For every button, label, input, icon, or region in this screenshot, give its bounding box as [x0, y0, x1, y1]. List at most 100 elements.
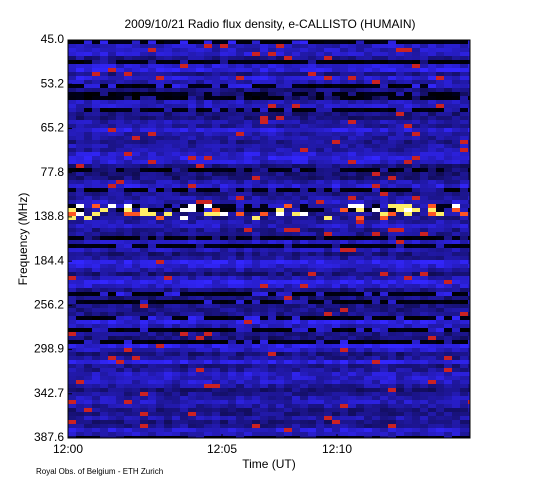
spectrogram-cell: [412, 336, 420, 340]
spectrogram-cell: [300, 112, 308, 116]
spectrogram-cell: [76, 152, 84, 156]
spectrogram-cell: [124, 424, 132, 428]
spectrogram-cell: [212, 76, 220, 80]
spectrogram-cell: [404, 60, 412, 64]
spectrogram-cell: [324, 212, 332, 216]
spectrogram-cell: [204, 116, 212, 120]
spectrogram-cell: [420, 256, 428, 260]
spectrogram-cell: [220, 276, 228, 280]
spectrogram-cell: [132, 60, 140, 64]
spectrogram-cell: [372, 428, 380, 432]
spectrogram-cell: [84, 280, 92, 284]
spectrogram-cell: [252, 380, 260, 384]
spectrogram-cell: [268, 116, 276, 120]
spectrogram-cell: [132, 316, 140, 320]
spectrogram-cell: [68, 224, 76, 228]
spectrogram-cell: [244, 164, 252, 168]
spectrogram-cell: [108, 100, 116, 104]
spectrogram-cell: [284, 140, 292, 144]
spectrogram-cell: [412, 308, 420, 312]
spectrogram-cell: [84, 192, 92, 196]
spectrogram-cell: [372, 112, 380, 116]
spectrogram-cell: [356, 240, 364, 244]
spectrogram-cell: [396, 60, 404, 64]
spectrogram-cell: [156, 228, 164, 232]
spectrogram-cell: [172, 352, 180, 356]
spectrogram-cell: [316, 324, 324, 328]
spectrogram-cell: [92, 316, 100, 320]
spectrogram-cell: [460, 368, 468, 372]
spectrogram-cell: [260, 140, 268, 144]
spectrogram-cell: [172, 420, 180, 424]
spectrogram-cell: [180, 232, 188, 236]
spectrogram-cell: [404, 256, 412, 260]
spectrogram-cell: [212, 236, 220, 240]
spectrogram-cell: [388, 224, 396, 228]
spectrogram-cell: [276, 60, 284, 64]
spectrogram-cell: [316, 328, 324, 332]
spectrogram-cell: [132, 48, 140, 52]
spectrogram-cell: [340, 276, 348, 280]
spectrogram-cell: [172, 156, 180, 160]
spectrogram-cell: [100, 428, 108, 432]
spectrogram-cell: [156, 192, 164, 196]
spectrogram-cell: [364, 244, 372, 248]
spectrogram-cell: [124, 80, 132, 84]
spectrogram-cell: [324, 400, 332, 404]
spectrogram-cell: [284, 100, 292, 104]
spectrogram-cell: [468, 300, 470, 304]
spectrogram-cell: [260, 392, 268, 396]
spectrogram-cell: [188, 128, 196, 132]
spectrogram-cell: [92, 328, 100, 332]
spectrogram-cell: [252, 80, 260, 84]
spectrogram-cell: [444, 80, 452, 84]
spectrogram-cell: [180, 100, 188, 104]
spectrogram-cell: [388, 160, 396, 164]
spectrogram-cell: [308, 392, 316, 396]
spectrogram-cell: [308, 328, 316, 332]
spectrogram-cell: [196, 392, 204, 396]
spectrogram-cell: [292, 148, 300, 152]
spectrogram-cell: [388, 348, 396, 352]
spectrogram-cell: [364, 200, 372, 204]
spectrogram-cell: [92, 280, 100, 284]
spectrogram-cell: [268, 300, 276, 304]
spectrogram-cell: [172, 204, 180, 208]
spectrogram-cell: [340, 324, 348, 328]
spectrogram-cell: [252, 300, 260, 304]
spectrogram-cell: [100, 412, 108, 416]
spectrogram-cell: [220, 172, 228, 176]
spectrogram-cell: [324, 352, 332, 356]
spectrogram-cell: [244, 196, 252, 200]
spectrogram-cell: [204, 396, 212, 400]
spectrogram-cell: [284, 252, 292, 256]
spectrogram-cell: [196, 116, 204, 120]
spectrogram-cell: [348, 428, 356, 432]
spectrogram-cell: [404, 284, 412, 288]
spectrogram-cell: [204, 380, 212, 384]
spectrogram-cell: [396, 44, 404, 48]
spectrogram-cell: [212, 180, 220, 184]
spectrogram-cell: [292, 324, 300, 328]
spectrogram-cell: [252, 144, 260, 148]
spectrogram-cell: [244, 404, 252, 408]
spectrogram-cell: [396, 84, 404, 88]
spectrogram-cell: [324, 160, 332, 164]
spectrogram-cell: [428, 384, 436, 388]
spectrogram-cell: [68, 232, 76, 236]
spectrogram-cell: [468, 56, 470, 60]
spectrogram-cell: [76, 172, 84, 176]
spectrogram-cell: [100, 56, 108, 60]
spectrogram-cell: [284, 400, 292, 404]
spectrogram-cell: [108, 88, 116, 92]
spectrogram-cell: [420, 192, 428, 196]
spectrogram-cell: [252, 324, 260, 328]
spectrogram-cell: [92, 252, 100, 256]
spectrogram-cell: [108, 348, 116, 352]
spectrogram-cell: [388, 260, 396, 264]
spectrogram-cell: [228, 300, 236, 304]
spectrogram-cell: [444, 396, 452, 400]
spectrogram-cell: [420, 264, 428, 268]
spectrogram-cell: [388, 216, 396, 220]
spectrogram-cell: [444, 384, 452, 388]
